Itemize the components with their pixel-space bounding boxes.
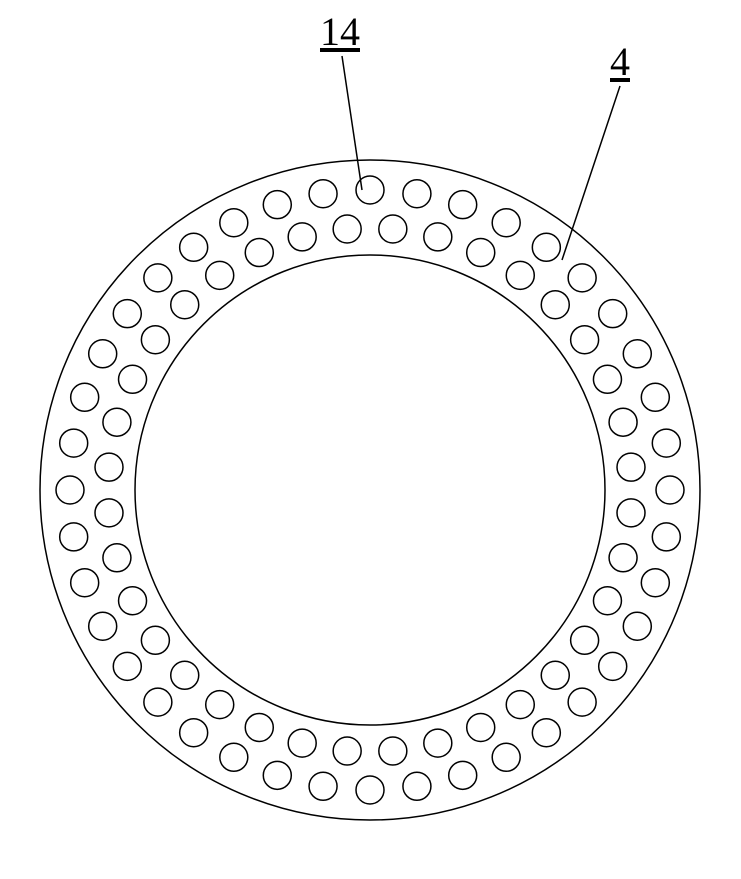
- label-4: 4: [610, 38, 630, 85]
- label-14: 14: [320, 8, 360, 55]
- ring-diagram: [0, 0, 741, 879]
